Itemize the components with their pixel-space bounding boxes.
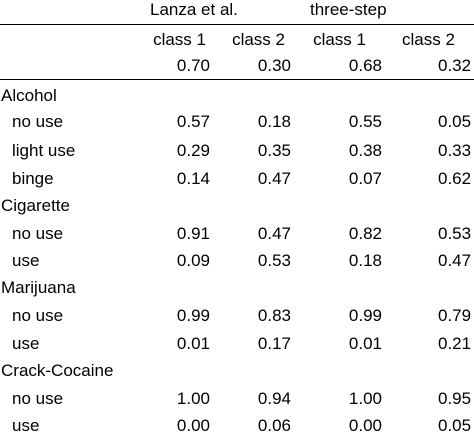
- cell: 0.47: [257, 169, 291, 188]
- cell: 0.35: [257, 141, 291, 160]
- header-top-rule: [0, 24, 474, 25]
- cell: 0.82: [348, 224, 382, 243]
- row-label: use: [12, 251, 40, 270]
- class-header: class 1: [313, 30, 366, 49]
- row-label: use: [12, 334, 40, 353]
- section-name: Alcohol: [1, 86, 57, 105]
- cell: 0.18: [257, 112, 291, 131]
- class-header: class 2: [402, 30, 455, 49]
- row-label: no use: [12, 112, 64, 131]
- cell: 0.62: [438, 169, 472, 188]
- group-header-lanza: Lanza et al.: [150, 0, 238, 19]
- row-label: no use: [12, 224, 64, 243]
- header-bottom-rule: [0, 79, 474, 80]
- class-size: 0.32: [438, 56, 472, 75]
- cell: 0.00: [176, 416, 210, 435]
- cell: 0.83: [257, 306, 291, 325]
- row-label: no use: [12, 389, 64, 408]
- cell: 0.21: [438, 334, 472, 353]
- cell: 0.05: [438, 416, 472, 435]
- class-size: 0.30: [257, 56, 291, 75]
- cell: 0.91: [176, 224, 210, 243]
- cell: 0.55: [348, 112, 382, 131]
- cell: 0.79: [438, 306, 472, 325]
- cell: 0.94: [257, 389, 291, 408]
- section-name: Cigarette: [1, 196, 70, 215]
- row-label: no use: [12, 306, 64, 325]
- cell: 0.33: [438, 141, 472, 160]
- class-header: class 1: [153, 30, 206, 49]
- row-label: light use: [12, 141, 76, 160]
- cell: 1.00: [176, 389, 210, 408]
- cell: 0.06: [257, 416, 291, 435]
- section-name: Crack-Cocaine: [1, 361, 114, 380]
- cell: 0.53: [257, 251, 291, 270]
- class-size: 0.70: [176, 56, 210, 75]
- cell: 0.95: [438, 389, 472, 408]
- cell: 0.14: [176, 169, 210, 188]
- row-label: binge: [12, 169, 54, 188]
- row-label: use: [12, 416, 40, 435]
- cell: 0.01: [348, 334, 382, 353]
- cell: 0.53: [438, 224, 472, 243]
- cell: 0.05: [438, 112, 472, 131]
- cell: 0.09: [176, 251, 210, 270]
- cell: 0.47: [438, 251, 472, 270]
- class-size: 0.68: [348, 56, 382, 75]
- cell: 0.18: [348, 251, 382, 270]
- cell: 0.29: [176, 141, 210, 160]
- cell: 0.57: [176, 112, 210, 131]
- cell: 0.00: [348, 416, 382, 435]
- cell: 0.07: [348, 169, 382, 188]
- cell: 0.99: [348, 306, 382, 325]
- class-header: class 2: [232, 30, 285, 49]
- cell: 0.17: [257, 334, 291, 353]
- section-name: Marijuana: [1, 278, 76, 297]
- cell: 1.00: [348, 389, 382, 408]
- cell: 0.47: [257, 224, 291, 243]
- cell: 0.99: [176, 306, 210, 325]
- group-header-three-step: three-step: [310, 0, 387, 19]
- cell: 0.38: [348, 141, 382, 160]
- cell: 0.01: [176, 334, 210, 353]
